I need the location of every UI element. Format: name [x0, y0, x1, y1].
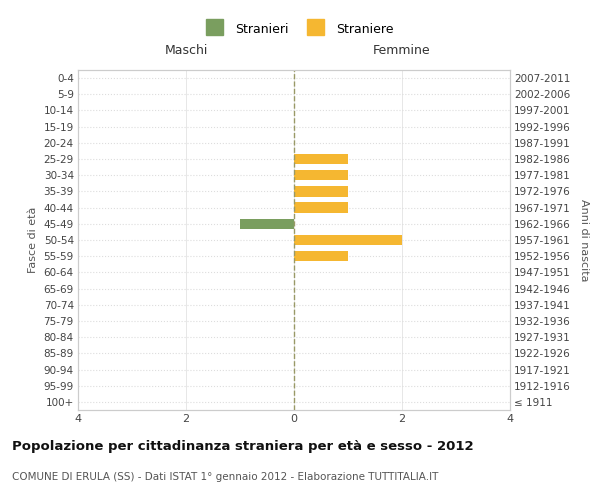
Y-axis label: Fasce di età: Fasce di età [28, 207, 38, 273]
Bar [294, 186, 348, 196]
Text: Femmine: Femmine [373, 44, 431, 57]
Legend: Stranieri, Straniere: Stranieri, Straniere [200, 16, 400, 42]
Text: COMUNE DI ERULA (SS) - Dati ISTAT 1° gennaio 2012 - Elaborazione TUTTITALIA.IT: COMUNE DI ERULA (SS) - Dati ISTAT 1° gen… [12, 472, 439, 482]
Bar [294, 251, 348, 262]
Bar [294, 234, 402, 246]
Text: Popolazione per cittadinanza straniera per età e sesso - 2012: Popolazione per cittadinanza straniera p… [12, 440, 473, 453]
Y-axis label: Anni di nascita: Anni di nascita [579, 198, 589, 281]
Bar [294, 202, 348, 213]
Bar [294, 154, 348, 164]
Bar [294, 170, 348, 180]
Text: Maschi: Maschi [164, 44, 208, 57]
Bar [240, 218, 294, 229]
